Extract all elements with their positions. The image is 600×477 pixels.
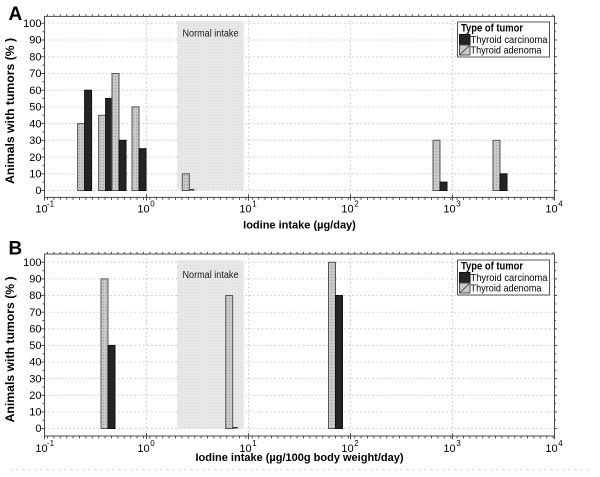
svg-text:20: 20 xyxy=(29,152,41,164)
svg-text:40: 40 xyxy=(29,357,41,369)
svg-text:10: 10 xyxy=(137,204,149,216)
svg-text:10: 10 xyxy=(545,204,557,216)
svg-text:10: 10 xyxy=(239,443,251,455)
svg-text:4: 4 xyxy=(558,439,563,448)
svg-text:90: 90 xyxy=(29,35,41,47)
svg-text:100: 100 xyxy=(23,257,41,269)
svg-text:4: 4 xyxy=(558,200,563,209)
svg-text:10: 10 xyxy=(341,443,353,455)
svg-text:100: 100 xyxy=(23,18,41,30)
svg-text:Iodine intake (µg/day): Iodine intake (µg/day) xyxy=(243,220,356,232)
svg-text:10: 10 xyxy=(137,443,149,455)
svg-text:Thyroid adenoma: Thyroid adenoma xyxy=(471,284,542,295)
svg-text:0: 0 xyxy=(35,423,41,435)
svg-text:1: 1 xyxy=(252,439,257,448)
svg-text:10: 10 xyxy=(443,204,455,216)
svg-text:3: 3 xyxy=(456,200,461,209)
svg-text:10: 10 xyxy=(341,204,353,216)
svg-text:80: 80 xyxy=(29,290,41,302)
svg-text:80: 80 xyxy=(29,51,41,63)
svg-text:Thyroid adenoma: Thyroid adenoma xyxy=(471,46,542,57)
svg-text:1: 1 xyxy=(252,200,257,209)
svg-text:10: 10 xyxy=(545,443,557,455)
svg-text:Thyroid carcinoma: Thyroid carcinoma xyxy=(471,273,548,284)
svg-text:-1: -1 xyxy=(47,439,55,448)
svg-text:Type of tumor: Type of tumor xyxy=(461,261,524,273)
svg-text:10: 10 xyxy=(443,443,455,455)
svg-text:Animals with tumors (% ): Animals with tumors (% ) xyxy=(3,276,17,422)
svg-text:Normal intake: Normal intake xyxy=(183,29,239,40)
svg-text:Iodine intake (µg/100g body we: Iodine intake (µg/100g body weight/day) xyxy=(195,452,403,464)
svg-text:70: 70 xyxy=(29,307,41,319)
svg-text:40: 40 xyxy=(29,118,41,130)
svg-text:A: A xyxy=(9,4,23,25)
svg-text:30: 30 xyxy=(29,373,41,385)
svg-text:10: 10 xyxy=(29,407,41,419)
svg-text:10: 10 xyxy=(35,204,47,216)
svg-text:60: 60 xyxy=(29,85,41,97)
svg-text:-1: -1 xyxy=(47,200,55,209)
svg-text:90: 90 xyxy=(29,274,41,286)
svg-text:Type of tumor: Type of tumor xyxy=(461,23,524,35)
svg-text:Normal intake: Normal intake xyxy=(183,270,239,281)
svg-text:0: 0 xyxy=(150,439,155,448)
svg-text:0: 0 xyxy=(150,200,155,209)
svg-text:2: 2 xyxy=(354,439,359,448)
svg-text:50: 50 xyxy=(29,102,41,114)
svg-text:3: 3 xyxy=(456,439,461,448)
svg-text:70: 70 xyxy=(29,68,41,80)
svg-text:60: 60 xyxy=(29,324,41,336)
svg-text:50: 50 xyxy=(29,340,41,352)
svg-text:10: 10 xyxy=(35,443,47,455)
svg-text:Animals with tumors (% ): Animals with tumors (% ) xyxy=(3,38,17,184)
svg-text:10: 10 xyxy=(239,204,251,216)
svg-text:20: 20 xyxy=(29,390,41,402)
svg-text:Thyroid carcinoma: Thyroid carcinoma xyxy=(471,35,548,46)
svg-text:30: 30 xyxy=(29,135,41,147)
svg-text:0: 0 xyxy=(35,185,41,197)
svg-text:B: B xyxy=(9,239,23,260)
svg-text:10: 10 xyxy=(29,169,41,181)
svg-text:2: 2 xyxy=(354,200,359,209)
